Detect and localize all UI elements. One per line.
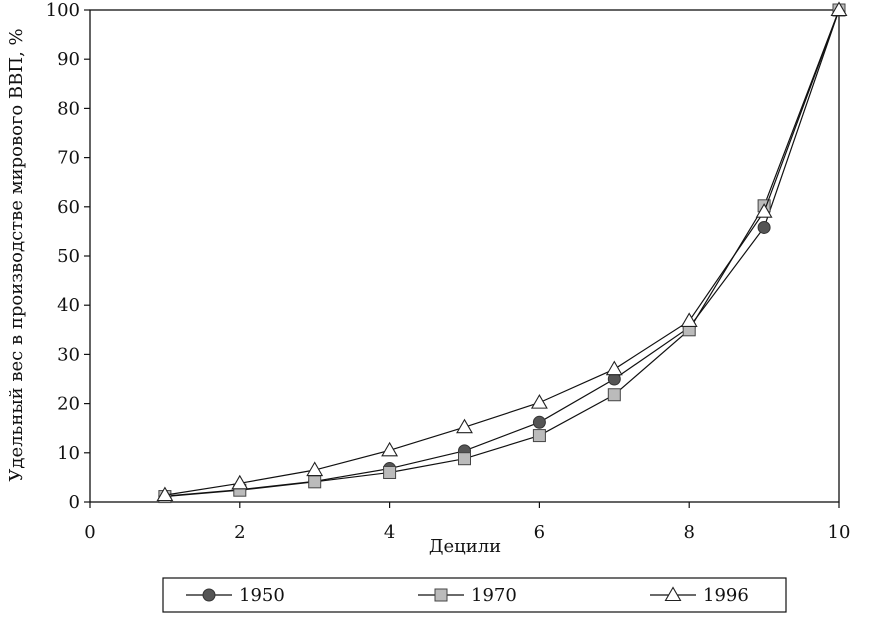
data-point-1996 [830, 1, 848, 17]
series-1970 [158, 3, 846, 504]
legend-label: 1996 [703, 585, 749, 606]
legend-marker-square-icon [434, 588, 448, 602]
data-point-1950 [532, 415, 546, 429]
legend-item-1950: 1950 [186, 585, 285, 606]
data-point-1996 [231, 474, 249, 490]
data-point-1970 [607, 388, 621, 402]
data-point-1970 [308, 475, 322, 489]
data-point-1996 [306, 461, 324, 477]
series-line-1970 [164, 9, 840, 498]
x-tick-label: 10 [828, 522, 851, 543]
x-tick-label: 6 [534, 522, 545, 543]
y-tick-label: 50 [57, 246, 80, 267]
x-axis-title: Децили [429, 536, 501, 557]
series-layer [156, 1, 848, 504]
y-tick-label: 0 [69, 492, 80, 513]
y-tick-label: 20 [57, 394, 80, 415]
x-axis-ticks: 0 2 4 6 8 10 [84, 502, 850, 543]
x-tick-label: 2 [234, 522, 245, 543]
data-point-1996 [456, 418, 473, 434]
data-point-1996 [156, 486, 174, 502]
x-tick-label: 8 [683, 522, 694, 543]
series-line-1996 [164, 9, 840, 496]
data-point-1996 [530, 394, 548, 409]
legend-item-1970: 1970 [418, 585, 517, 606]
x-tick-label: 4 [384, 522, 395, 543]
legend-item-1996: 1996 [650, 585, 749, 606]
data-point-1970 [383, 465, 397, 479]
y-tick-label: 10 [57, 443, 80, 464]
series-1996 [156, 1, 848, 502]
y-tick-label: 80 [57, 98, 80, 119]
x-tick-label: 0 [84, 522, 95, 543]
legend: 1950 1970 1996 [162, 577, 787, 613]
y-tick-label: 40 [57, 295, 80, 316]
y-axis-ticks: 0 10 20 30 40 50 60 70 80 90 100 [46, 0, 90, 513]
y-tick-label: 90 [57, 49, 80, 70]
data-point-1996 [605, 360, 623, 376]
data-point-1970 [458, 452, 471, 466]
data-point-1996 [680, 312, 698, 327]
data-point-1996 [381, 441, 399, 457]
legend-label: 1970 [471, 585, 517, 606]
data-point-1970 [532, 429, 546, 443]
legend-label: 1950 [239, 585, 285, 606]
y-tick-label: 60 [57, 197, 80, 218]
y-axis-title: Удельный вес в производстве мирового ВВП… [6, 28, 27, 481]
series-1950 [158, 3, 846, 503]
y-tick-label: 30 [57, 344, 80, 365]
data-point-1950 [757, 220, 771, 234]
legend-marker-triangle-icon [664, 586, 682, 602]
y-tick-label: 70 [57, 148, 80, 169]
y-tick-label: 100 [46, 0, 80, 21]
legend-marker-circle-icon [202, 588, 216, 602]
data-point-1996 [755, 203, 773, 218]
series-line-1950 [164, 9, 840, 497]
